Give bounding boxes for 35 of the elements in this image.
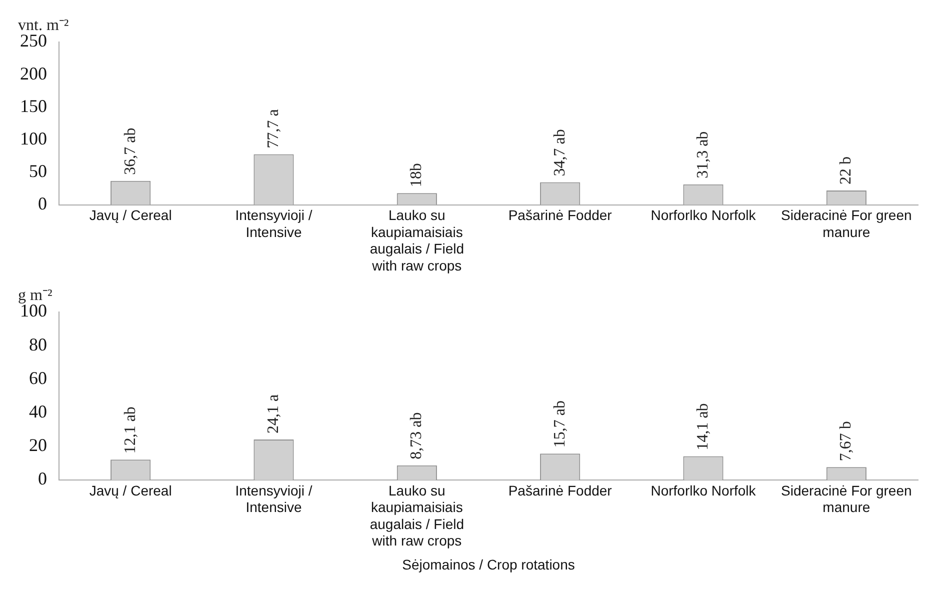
- y-tick-label: 0: [38, 194, 47, 214]
- x-tick-label: Norforlko Norfolk: [650, 482, 757, 498]
- x-tick-label: Intensyvioji / Intensive: [235, 482, 312, 516]
- y-tick-label: 0: [38, 468, 47, 489]
- data-label: 36,7 ab: [122, 128, 139, 175]
- data-label: 34,7 ab: [551, 129, 568, 176]
- y-tick-label: 60: [29, 368, 47, 388]
- y-tick-label: 40: [29, 402, 47, 422]
- x-tick-label: Javų / Cereal: [89, 207, 172, 224]
- data-label: 31,3 ab: [694, 131, 712, 178]
- y-tick-label: 50: [29, 160, 47, 181]
- x-tick-label: Norforlko Norfolk: [650, 207, 757, 224]
- x-tick-label: Sideracinė For green manure: [781, 207, 912, 240]
- data-label: 14,1 ab: [694, 403, 712, 450]
- data-label: 7,67 b: [838, 421, 855, 462]
- x-tick-label: Intensyvioji / Intensive: [235, 207, 312, 240]
- data-label: 15,7 ab: [551, 400, 568, 448]
- x-tick-label: Lauko su kaupiamaisiais augalais / Field with raw crops: [370, 207, 464, 274]
- x-tick-label: Lauko su kaupiamaisiais augalais / Field with raw crops: [370, 482, 464, 549]
- y-tick-label: 80: [29, 334, 47, 354]
- y-tick-label: 100: [20, 128, 47, 148]
- data-label: 18b: [408, 163, 426, 188]
- x-tick-label: Sideracinė For green manure: [781, 482, 912, 516]
- data-label: 24,1 a: [264, 394, 282, 434]
- x-axis-title: Sėjomainos / Crop rotations: [402, 556, 575, 572]
- x-tick-label: Javų / Cereal: [89, 482, 172, 498]
- data-label: 77,7 a: [264, 109, 282, 148]
- y-tick-label: 200: [20, 63, 47, 84]
- x-tick-label: Pašarinė Fodder: [508, 482, 612, 498]
- data-label: 22 b: [838, 156, 855, 184]
- data-label: 8,73 ab: [408, 412, 426, 460]
- y-tick-label: 20: [29, 435, 47, 456]
- y-tick-label: 150: [20, 96, 47, 116]
- x-tick-label: Pašarinė Fodder: [508, 207, 612, 224]
- data-label: 12,1 ab: [122, 406, 139, 454]
